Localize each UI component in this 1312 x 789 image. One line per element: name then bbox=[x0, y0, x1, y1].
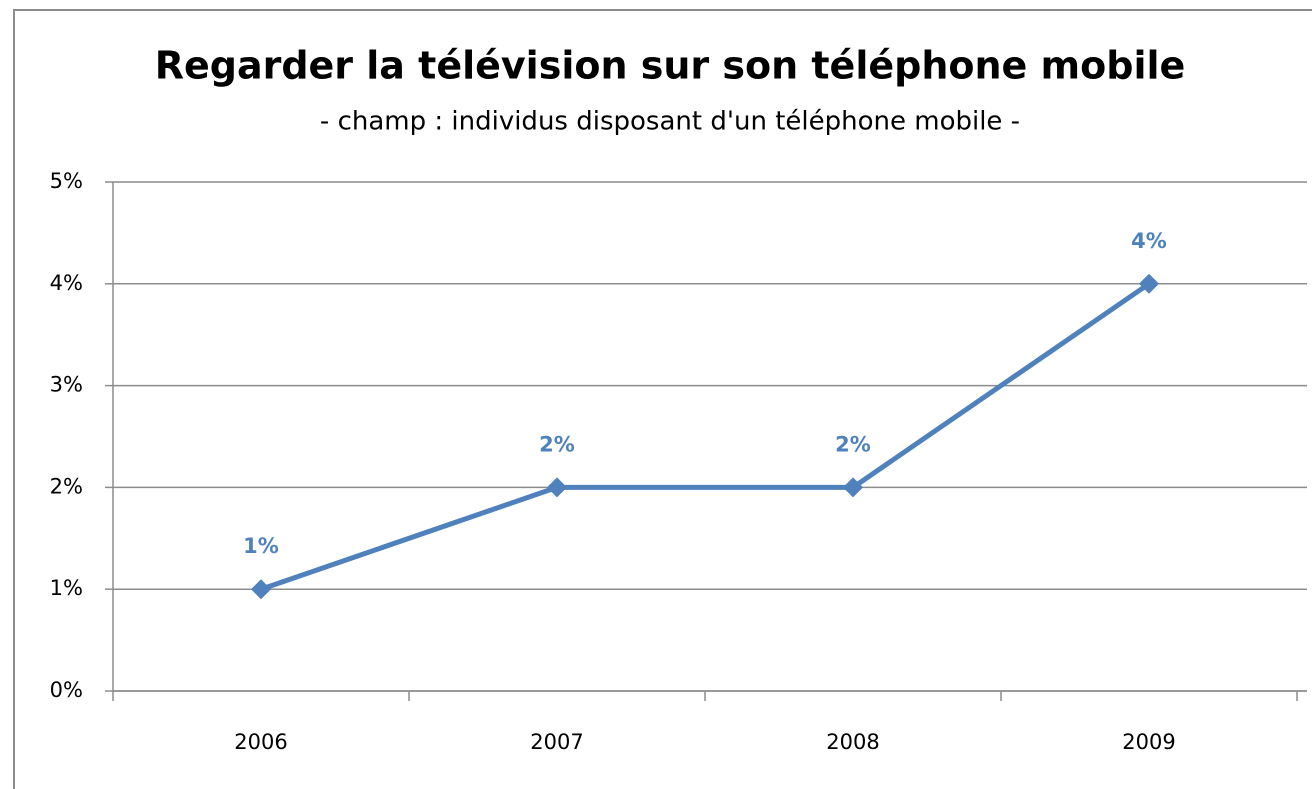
marker bbox=[251, 579, 271, 600]
marker bbox=[547, 477, 567, 498]
data-label: 2% bbox=[539, 432, 575, 456]
x-tick-label: 2007 bbox=[530, 730, 583, 754]
y-tick-label: 2% bbox=[50, 474, 83, 498]
y-tick-label: 1% bbox=[50, 576, 83, 600]
y-tick-label: 5% bbox=[50, 169, 83, 193]
data-label: 2% bbox=[835, 432, 871, 456]
x-tick-label: 2006 bbox=[234, 730, 287, 754]
data-label: 4% bbox=[1131, 229, 1167, 253]
data-label: 1% bbox=[243, 534, 279, 558]
chart-frame bbox=[13, 9, 1312, 789]
y-tick-label: 0% bbox=[50, 678, 83, 702]
marker bbox=[1139, 273, 1159, 294]
line bbox=[260, 281, 1151, 592]
y-tick-label: 3% bbox=[50, 373, 83, 397]
chart-subtitle: - champ : individus disposant d'un télép… bbox=[320, 107, 1020, 137]
marker bbox=[843, 477, 863, 498]
y-tick-label: 4% bbox=[50, 271, 83, 295]
chart-title: Regarder la télévision sur son téléphone… bbox=[155, 44, 1186, 88]
x-tick-label: 2009 bbox=[1122, 730, 1175, 754]
x-tick-label: 2008 bbox=[826, 730, 879, 754]
